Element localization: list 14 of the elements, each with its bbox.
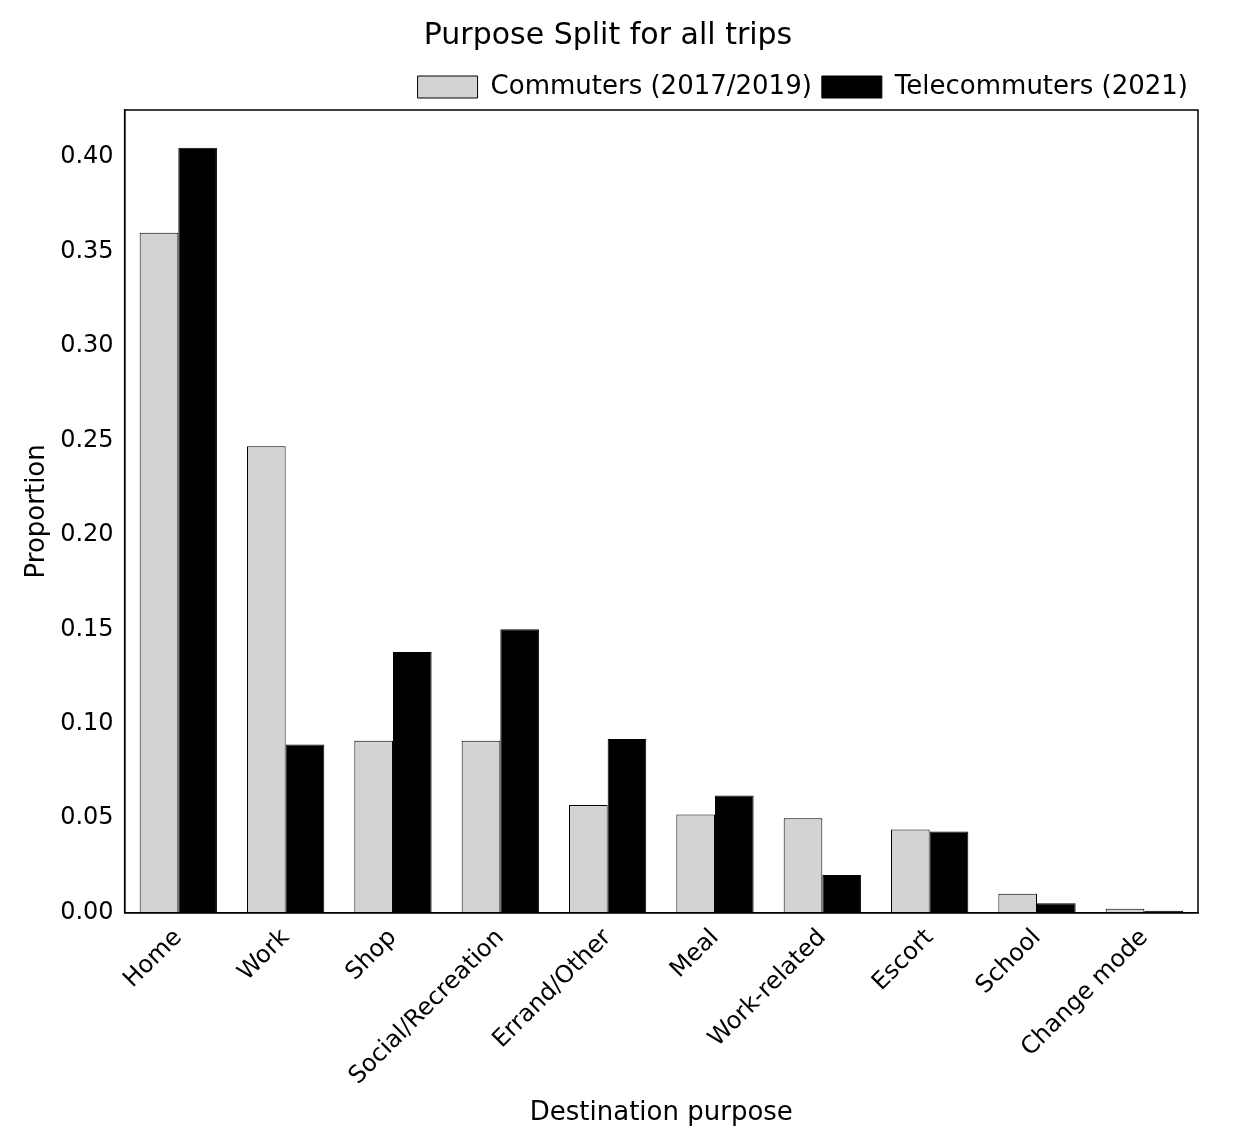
y-axis-title: Proportion [20,444,51,579]
legend-label: Telecommuters (2021) [893,69,1189,100]
legend-label: Commuters (2017/2019) [490,69,812,100]
x-axis-title: Destination purpose [529,1096,793,1127]
chart-title: Purpose Split for all trips [423,15,793,51]
y-tick-label: 0.20 [60,519,114,548]
y-tick-label: 0.05 [60,802,114,831]
y-tick-label: 0.00 [60,896,114,925]
y-tick-label: 0.30 [60,330,114,359]
y-tick-label: 0.40 [60,141,114,170]
y-tick-label: 0.35 [60,235,114,264]
y-tick-label: 0.10 [60,708,114,737]
y-tick-label: 0.25 [60,424,114,453]
y-tick-label: 0.15 [60,613,114,642]
